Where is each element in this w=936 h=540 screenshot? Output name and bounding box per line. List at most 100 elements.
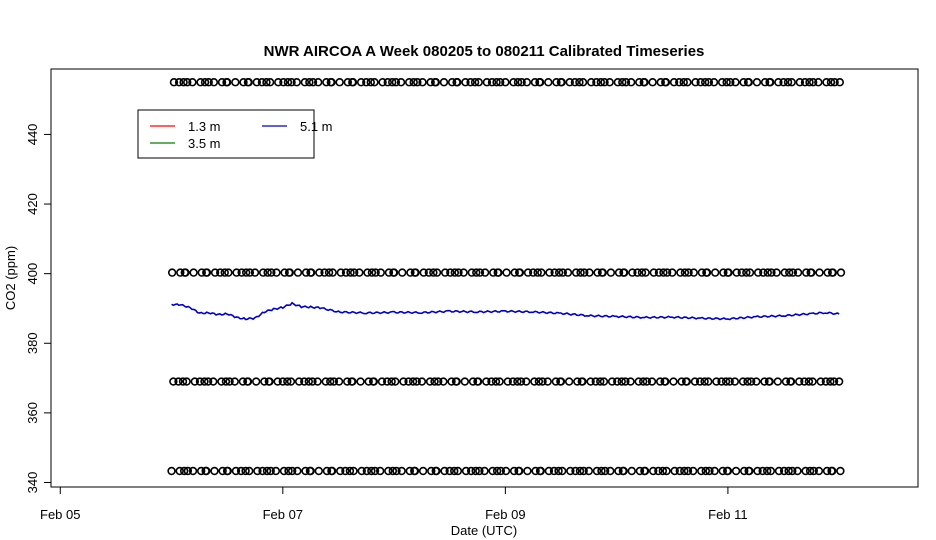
- data-point: [453, 466, 463, 476]
- data-point: [271, 466, 281, 476]
- data-point: [809, 466, 818, 476]
- data-point: [742, 268, 751, 277]
- y-tick-label: 340: [25, 472, 40, 494]
- data-point: [367, 466, 376, 476]
- data-point: [575, 466, 585, 476]
- y-tick-label: 420: [25, 193, 40, 215]
- data-point: [439, 377, 448, 386]
- data-point: [545, 268, 554, 277]
- data-point: [731, 78, 740, 87]
- data-point: [710, 466, 719, 476]
- data-point: [544, 78, 553, 87]
- data-point: [222, 78, 232, 87]
- data-point: [210, 268, 220, 277]
- data-point: [447, 78, 457, 87]
- data-point: [515, 268, 525, 277]
- data-point: [614, 466, 623, 476]
- data-point: [829, 377, 839, 386]
- data-point: [557, 78, 566, 87]
- data-point: [217, 377, 226, 386]
- data-point: [688, 466, 698, 476]
- data-point: [383, 78, 392, 87]
- data-point: [230, 377, 239, 386]
- data-point: [487, 78, 497, 87]
- data-point: [682, 377, 691, 386]
- data-point: [482, 78, 492, 87]
- data-point: [376, 268, 385, 277]
- data-point: [387, 377, 396, 386]
- series-line-5-1m: [171, 301, 840, 321]
- data-point: [279, 466, 289, 476]
- data-point: [336, 268, 346, 277]
- data-point: [384, 466, 393, 476]
- data-point: [830, 78, 839, 87]
- data-point: [406, 268, 415, 277]
- data-point: [773, 377, 782, 386]
- data-point: [252, 377, 261, 386]
- data-point: [563, 268, 573, 277]
- data-point: [413, 78, 422, 87]
- series-lines: [171, 301, 840, 321]
- data-point: [434, 377, 443, 386]
- data-point: [384, 268, 394, 277]
- data-point: [417, 377, 427, 386]
- data-point: [607, 377, 617, 386]
- data-point: [654, 268, 664, 277]
- data-point: [552, 78, 561, 87]
- data-point: [221, 377, 231, 386]
- data-point: [781, 377, 791, 386]
- data-point: [535, 78, 545, 87]
- data-point: [306, 466, 315, 476]
- data-point: [473, 377, 483, 386]
- data-point: [550, 268, 559, 277]
- data-point: [675, 78, 684, 87]
- data-point: [396, 78, 406, 87]
- data-point: [429, 268, 438, 277]
- data-point: [314, 466, 323, 476]
- data-point: [717, 377, 726, 386]
- data-point: [684, 268, 693, 277]
- data-point: [814, 466, 824, 476]
- data-point: [700, 377, 709, 386]
- data-point: [225, 377, 234, 386]
- data-point: [766, 78, 775, 87]
- data-point: [613, 78, 623, 87]
- data-point: [349, 466, 358, 476]
- data-point: [522, 78, 532, 87]
- data-point: [836, 268, 846, 277]
- data-point: [800, 377, 809, 386]
- data-point: [614, 268, 624, 277]
- data-point: [461, 466, 471, 476]
- x-tick-label: Feb 09: [485, 507, 525, 522]
- data-point: [779, 466, 789, 476]
- data-point: [834, 377, 844, 386]
- data-point: [530, 377, 539, 386]
- data-point: [502, 268, 511, 277]
- data-point: [821, 377, 831, 386]
- data-point: [489, 268, 498, 277]
- data-point: [551, 377, 561, 386]
- data-point: [204, 78, 213, 87]
- data-point: [409, 78, 418, 87]
- data-point: [641, 268, 650, 277]
- data-point: [482, 377, 491, 386]
- data-point: [677, 377, 686, 386]
- data-point: [273, 377, 282, 386]
- data-point: [262, 466, 272, 476]
- data-point: [676, 268, 685, 277]
- data-point: [591, 377, 600, 386]
- data-point: [274, 78, 283, 87]
- data-point: [534, 377, 544, 386]
- data-point: [180, 466, 189, 476]
- data-point: [793, 268, 803, 277]
- data-point: [826, 78, 836, 87]
- data-point: [745, 268, 755, 277]
- data-point: [179, 78, 188, 87]
- data-point: [285, 268, 294, 277]
- data-point: [522, 377, 531, 386]
- data-point: [640, 78, 649, 87]
- data-point: [181, 268, 190, 277]
- data-point: [637, 268, 647, 277]
- x-tick-label: Feb 07: [263, 507, 303, 522]
